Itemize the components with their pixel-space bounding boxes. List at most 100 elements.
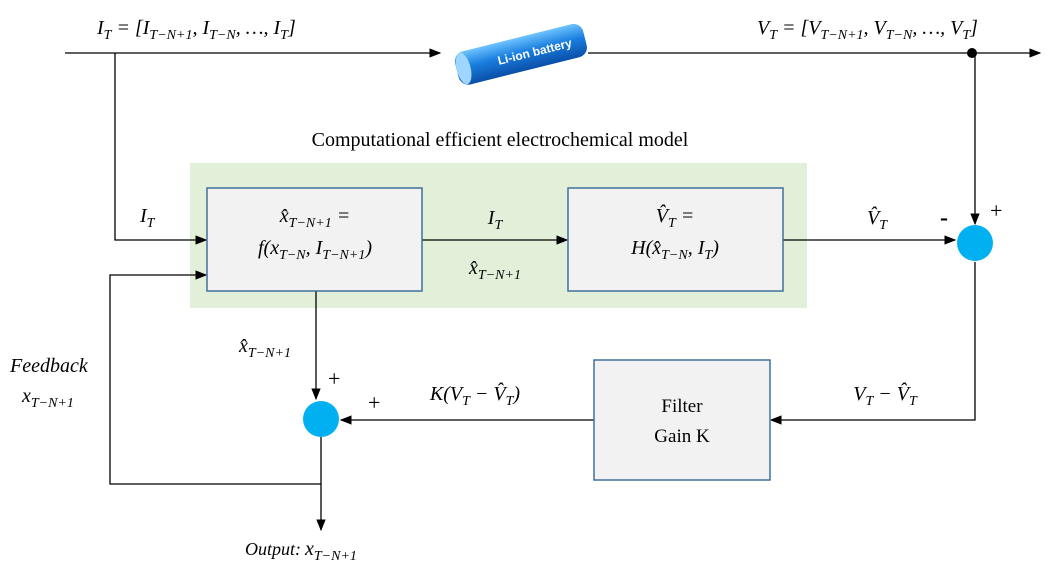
filter-box [593,359,771,481]
text-part: T−N+1 [289,216,332,231]
error-to-filter [769,262,976,425]
text-part: T [280,28,289,43]
text-part: T−N+1 [149,28,192,43]
feedback-state: xT−N+1 [21,385,74,411]
text-part: V̂ [867,206,882,229]
text-part: I [697,237,706,259]
text-part: K( [429,383,451,405]
text-part: , [688,237,698,259]
text-part: , [864,17,874,39]
text-part: I [96,17,105,39]
text-part: T [147,216,156,231]
filter-line: Gain K [654,426,710,447]
text-part: x̂ [468,257,478,279]
text-part: T [704,248,713,263]
text-part: T [494,218,503,233]
text-part: V̂ [897,382,912,405]
text-part: , …, [912,17,950,39]
current-label: IT [487,207,504,233]
voltage-box [567,187,784,292]
text-part: x [21,385,31,407]
voltage-equation: H(x̂T−N, IT) [630,237,719,263]
text-part: T [462,394,471,409]
text-part: ] [287,17,296,39]
text-part: − [470,383,494,405]
state-equation: x̂T−N+1 = [279,205,350,231]
text-part: , [306,237,316,259]
text-part: = [332,205,351,227]
plus-sign: + [328,366,340,391]
text-part: V [450,383,465,405]
output-title: Output: [245,539,301,559]
text-part: V [853,383,868,405]
text-part: T−N [209,28,236,43]
text-part: T−N [661,248,688,263]
state-label: x̂T−N+1 [238,335,291,361]
text-part: = [676,205,695,227]
text-part: x [269,237,279,259]
battery-cap [455,52,472,85]
text-part: ) [711,237,719,259]
text-part: T−N+1 [478,268,521,283]
text-part: ] [969,17,978,39]
error-label: VT − V̂T [853,382,918,409]
text-part: T [962,28,971,43]
current-label: IT [139,205,156,231]
text-part: ) [512,383,520,405]
text-part: I [142,17,151,39]
text-part: I [487,207,496,229]
text-part: x̂ [651,237,661,259]
output-voltage-label: VT = [VT−N+1, VT−N, …, VT] [757,17,978,43]
text-part: T [668,216,677,231]
voltage-down [970,52,980,226]
text-part: − [873,383,897,405]
voltage-estimate-label: V̂T [867,206,888,233]
state-label: x̂T−N+1 [468,257,521,283]
text-part: f( [258,237,272,259]
text-part: T−N+1 [31,396,74,411]
text-part: x̂ [279,205,289,227]
text-part: V [757,17,772,39]
text-part: , [192,17,202,39]
text-part: T [879,218,888,233]
text-part: T−N [279,248,306,263]
text-part: V̂ [656,204,671,227]
sum-node [303,401,339,437]
text-part: I [139,205,148,227]
text-part: V [874,17,889,39]
text-part: T−N [886,28,913,43]
text-part: , …, [236,17,274,39]
battery-body [454,23,587,85]
text-part: T [769,28,778,43]
plus-sign: + [990,198,1002,223]
text-part: T [865,394,874,409]
text-part: T [909,394,918,409]
text-part: T [104,28,113,43]
text-part: I [273,17,282,39]
text-part: T−N+1 [314,549,357,564]
battery: Li-ion battery [454,23,587,85]
text-part: H( [630,237,653,259]
text-part: V [950,17,965,39]
text-part: = [ [111,17,143,39]
text-part: = [ [777,17,809,39]
text-part: I [201,17,210,39]
feedback-loop [109,270,321,485]
feedback-title: Feedback [9,355,89,377]
text-part: V̂ [493,382,508,405]
minus-sign: - [940,205,948,231]
text-part: ) [364,237,372,259]
current-to-state [114,53,208,245]
text-part: T−N+1 [248,346,291,361]
text-part: x̂ [238,335,248,357]
sum-node [957,225,993,261]
state-box [206,187,423,292]
text-part: T [506,394,515,409]
text-part: x [304,538,314,560]
text-part: V [808,17,823,39]
output-state: xT−N+1 [304,538,357,564]
plus-sign: + [368,390,380,415]
input-current-label: IT = [IT−N+1, IT−N, …, IT] [96,17,296,43]
text-part: T−N+1 [821,28,864,43]
